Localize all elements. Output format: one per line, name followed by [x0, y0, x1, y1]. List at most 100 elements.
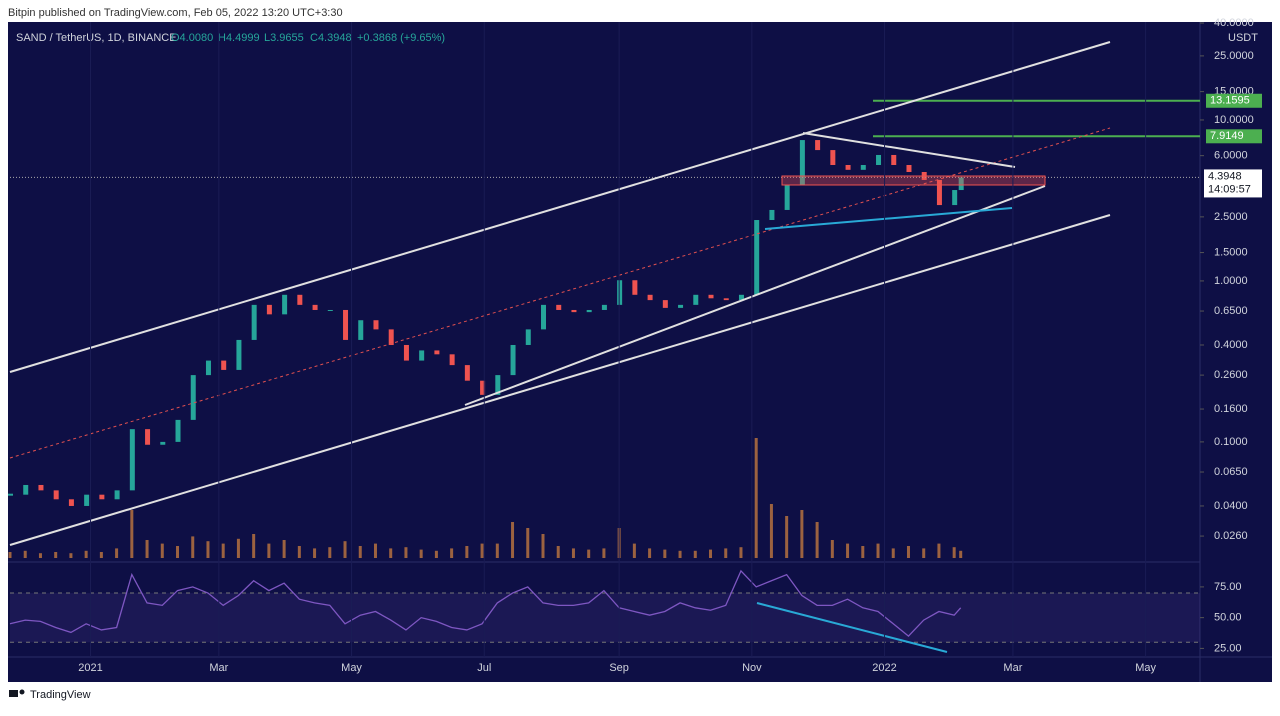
- volume-bar: [404, 547, 408, 558]
- candle: [556, 304, 562, 310]
- y-tick-label: 0.6500: [1214, 305, 1248, 317]
- volume-bar: [130, 510, 134, 558]
- candle: [99, 494, 105, 500]
- wedge-top: [802, 132, 1016, 168]
- volume-bar: [952, 547, 956, 558]
- rsi-line: [9, 569, 962, 637]
- volume-bar: [739, 547, 743, 558]
- volume-bar: [785, 516, 789, 558]
- ohlc-close: C4.3948: [310, 32, 352, 44]
- y-tick-label: 10.0000: [1214, 114, 1254, 126]
- volume-bar: [556, 546, 560, 558]
- candle: [876, 154, 882, 166]
- volume-bar: [830, 540, 834, 558]
- candle: [327, 309, 333, 311]
- ohlc-low: L3.9655: [264, 32, 304, 44]
- last-price-tag: [1204, 169, 1262, 198]
- candle: [205, 360, 211, 376]
- candle: [678, 304, 684, 308]
- y-tick-label: 40.0000: [1214, 17, 1254, 29]
- candle: [662, 300, 668, 308]
- y-tick-label: 0.0400: [1214, 500, 1248, 512]
- candle: [784, 185, 790, 210]
- volume-bar: [648, 548, 652, 558]
- level-tag: [1206, 93, 1262, 108]
- candle: [754, 220, 760, 295]
- volume-bar: [693, 550, 697, 558]
- candle: [540, 304, 546, 330]
- candle: [952, 190, 958, 206]
- y-tick-label: 0.0260: [1214, 530, 1248, 542]
- currency: USDT: [1228, 32, 1258, 44]
- candle: [343, 309, 349, 340]
- candle: [160, 441, 166, 445]
- candle: [525, 329, 531, 345]
- x-tick-label: 2022: [872, 662, 896, 674]
- trend-support: [464, 185, 1046, 406]
- candle: [738, 294, 744, 301]
- ohlc-high: H4.4999: [218, 32, 260, 44]
- x-tick-label: Nov: [742, 662, 762, 674]
- candle: [495, 375, 501, 395]
- drawings: [9, 22, 1147, 657]
- level-label: 13.1595: [1210, 95, 1250, 107]
- volume-bar: [709, 549, 713, 558]
- candle: [958, 177, 964, 191]
- volume-bar: [23, 550, 27, 558]
- x-tick-label: Mar: [1003, 662, 1022, 674]
- volume-bar: [206, 541, 210, 558]
- volume-bar: [480, 543, 484, 558]
- support-blue: [764, 207, 1013, 230]
- y-tick-label: 25.0000: [1214, 50, 1254, 62]
- candle: [510, 344, 516, 376]
- rsi-tick-label: 75.00: [1214, 581, 1242, 593]
- countdown: 14:09:57: [1208, 183, 1251, 195]
- volume-bar: [959, 550, 963, 558]
- volume-bar: [526, 528, 530, 558]
- candle: [312, 304, 318, 310]
- volume-bar: [861, 546, 865, 558]
- volume-bar: [176, 546, 180, 558]
- y-tick-label: 1.0000: [1214, 275, 1248, 287]
- volume-bar: [236, 538, 240, 558]
- volume-bar: [495, 543, 499, 558]
- candle: [830, 150, 836, 166]
- y-tick-label: 0.2600: [1214, 369, 1248, 381]
- rsi-band: [10, 593, 1200, 643]
- x-tick-label: Jul: [477, 662, 491, 674]
- candle: [388, 329, 394, 345]
- rsi-tick-label: 50.00: [1214, 612, 1242, 624]
- candle: [419, 350, 425, 361]
- volume-bar: [876, 543, 880, 558]
- channel-lower: [9, 214, 1111, 546]
- volume-bar: [252, 534, 256, 558]
- candle: [647, 294, 653, 301]
- candle: [586, 309, 592, 313]
- x-tick-label: May: [341, 662, 362, 674]
- y-tick-label: 6.0000: [1214, 150, 1248, 162]
- volume-bar: [389, 548, 393, 558]
- candle: [434, 350, 440, 355]
- candle: [129, 429, 135, 491]
- volume-bar: [678, 550, 682, 558]
- channel-upper: [9, 41, 1111, 373]
- candle: [936, 179, 942, 206]
- candle: [114, 490, 120, 500]
- volume-bar: [8, 552, 12, 558]
- candle: [297, 294, 303, 305]
- candle: [601, 304, 607, 310]
- volume-bar: [221, 543, 225, 558]
- ohlc-change: +0.3868 (+9.65%): [357, 32, 445, 44]
- y-tick-label: 0.1600: [1214, 403, 1248, 415]
- volume-bar: [160, 543, 164, 558]
- volume-bar: [465, 546, 469, 558]
- candle: [860, 165, 866, 170]
- y-tick-label: 0.4000: [1214, 339, 1248, 351]
- rsi-tick-label: 25.00: [1214, 642, 1242, 654]
- candle: [358, 320, 364, 340]
- last-price-label: 4.3948: [1208, 170, 1242, 182]
- volume-bar: [571, 548, 575, 558]
- volume-bar: [891, 548, 895, 558]
- volume-bar: [343, 541, 347, 558]
- volume-bar: [328, 547, 332, 558]
